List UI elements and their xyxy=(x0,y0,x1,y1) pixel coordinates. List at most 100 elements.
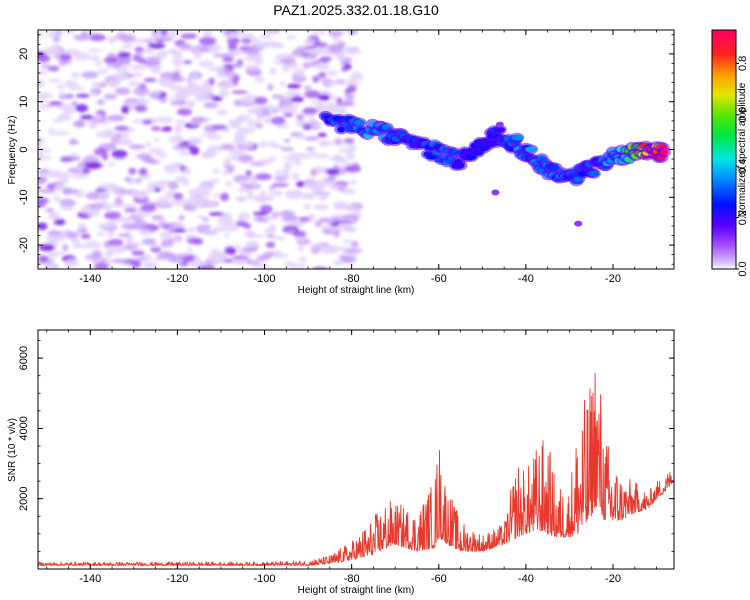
noise-blob xyxy=(243,230,256,238)
noise-blob xyxy=(178,214,185,221)
noise-blob xyxy=(283,161,294,167)
noise-blob xyxy=(158,222,168,227)
noise-blob xyxy=(53,194,61,202)
noise-blob xyxy=(85,254,93,260)
noise-blob xyxy=(260,190,267,195)
noise-blob xyxy=(331,36,341,42)
noise-blob xyxy=(344,88,352,95)
noise-blob xyxy=(170,75,185,83)
noise-blob xyxy=(131,250,145,256)
noise-blob xyxy=(226,37,240,45)
noise-blob xyxy=(130,64,148,71)
spectrogram-signal-track xyxy=(318,110,671,227)
noise-blob xyxy=(142,261,158,269)
noise-blob xyxy=(341,214,358,219)
noise-blob xyxy=(254,76,265,84)
noise-blob xyxy=(38,243,55,252)
noise-blob xyxy=(151,30,159,37)
noise-blob xyxy=(189,193,197,201)
noise-blob xyxy=(338,223,351,232)
noise-blob xyxy=(234,133,246,141)
noise-blob xyxy=(76,167,84,175)
noise-blob xyxy=(178,151,191,156)
noise-blob xyxy=(256,115,263,122)
noise-blob xyxy=(238,154,254,163)
noise-blob xyxy=(107,141,117,151)
noise-blob xyxy=(130,72,143,78)
noise-blob xyxy=(224,246,237,255)
noise-blob xyxy=(38,188,48,193)
noise-blob xyxy=(136,52,143,58)
noise-blob xyxy=(296,180,305,188)
noise-blob xyxy=(330,214,345,219)
noise-blob xyxy=(208,178,220,184)
noise-blob xyxy=(275,54,289,61)
noise-blob xyxy=(182,178,190,187)
noise-blob xyxy=(168,96,185,101)
noise-blob xyxy=(137,97,146,103)
noise-blob xyxy=(255,173,272,181)
noise-blob xyxy=(170,197,186,207)
noise-blob xyxy=(38,255,49,263)
noise-blob xyxy=(328,174,336,181)
noise-blob xyxy=(251,37,261,45)
noise-blob xyxy=(252,211,269,216)
noise-blob xyxy=(202,217,210,222)
noise-blob xyxy=(345,180,358,185)
noise-blob xyxy=(203,102,218,109)
noise-blob xyxy=(107,114,125,122)
noise-blob xyxy=(98,191,108,201)
noise-blob xyxy=(216,72,228,78)
x-tick-label: -140 xyxy=(79,273,101,285)
noise-blob xyxy=(254,96,268,105)
noise-blob xyxy=(189,146,200,155)
noise-blob xyxy=(250,181,258,187)
noise-blob xyxy=(227,118,244,126)
noise-blob xyxy=(196,229,205,234)
noise-blob xyxy=(93,263,110,269)
noise-blob xyxy=(116,216,134,223)
noise-blob xyxy=(93,147,108,156)
noise-blob xyxy=(172,144,190,150)
noise-blob xyxy=(73,52,90,61)
noise-blob xyxy=(175,119,186,124)
noise-blob xyxy=(168,30,178,39)
noise-blob xyxy=(63,80,79,88)
noise-blob xyxy=(151,65,161,74)
noise-blob xyxy=(94,60,102,67)
track-blob-stray xyxy=(491,189,500,196)
noise-blob xyxy=(276,124,290,129)
noise-blob xyxy=(336,51,345,60)
noise-blob xyxy=(312,42,328,48)
noise-blob xyxy=(150,126,161,131)
noise-blob xyxy=(52,35,61,42)
noise-blob xyxy=(157,251,174,260)
noise-blob xyxy=(103,56,117,64)
snr-frame xyxy=(37,329,675,570)
x-tick-label: -80 xyxy=(344,573,360,585)
noise-blob xyxy=(71,100,78,107)
noise-blob xyxy=(233,99,242,107)
noise-blob xyxy=(302,107,318,115)
noise-blob xyxy=(274,235,286,241)
y-tick-label: 20 xyxy=(18,48,30,60)
noise-blob xyxy=(159,231,172,240)
noise-blob xyxy=(176,92,189,97)
noise-blob xyxy=(122,244,137,251)
noise-blob xyxy=(51,131,70,136)
noise-blob xyxy=(136,257,146,262)
noise-blob xyxy=(38,175,48,184)
noise-blob xyxy=(188,188,201,195)
track-blob xyxy=(354,119,365,126)
y-tick-label: 10 xyxy=(18,96,30,108)
noise-blob xyxy=(168,135,185,144)
noise-blob xyxy=(107,229,115,238)
noise-blob xyxy=(75,104,89,113)
snr-y-ticks: 2000 4000 6000 xyxy=(18,340,674,570)
noise-blob xyxy=(260,204,273,214)
noise-blob xyxy=(284,194,302,200)
noise-blob xyxy=(268,30,277,33)
noise-blob xyxy=(209,248,220,254)
noise-blob xyxy=(90,122,97,130)
noise-blob xyxy=(273,170,290,175)
